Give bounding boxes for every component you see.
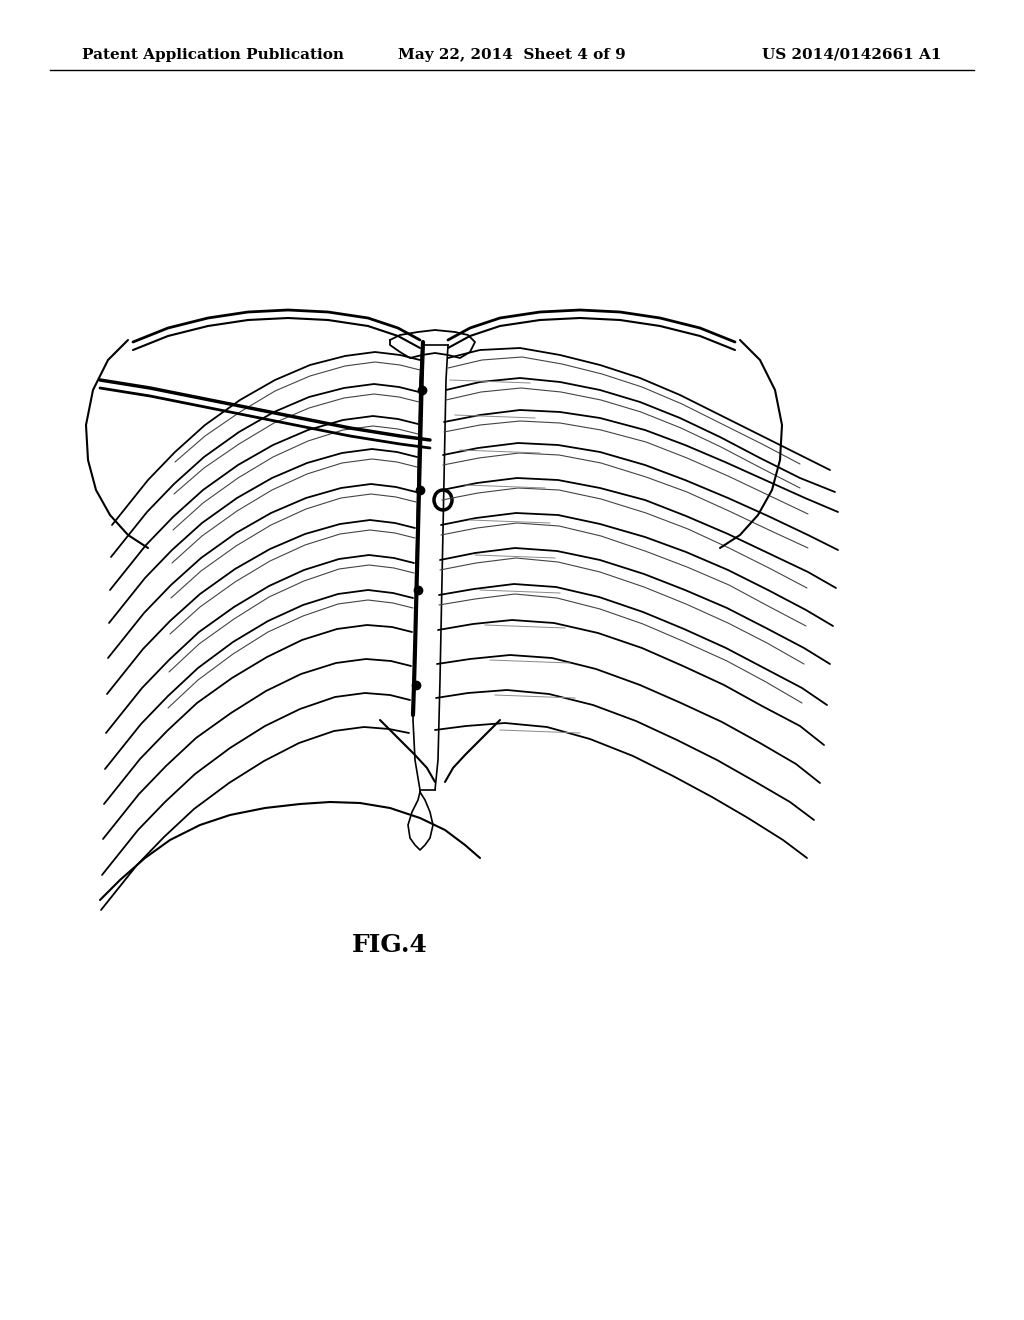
Text: Patent Application Publication: Patent Application Publication <box>82 48 344 62</box>
Text: May 22, 2014  Sheet 4 of 9: May 22, 2014 Sheet 4 of 9 <box>398 48 626 62</box>
Text: US 2014/0142661 A1: US 2014/0142661 A1 <box>763 48 942 62</box>
Text: FIG.4: FIG.4 <box>352 933 428 957</box>
